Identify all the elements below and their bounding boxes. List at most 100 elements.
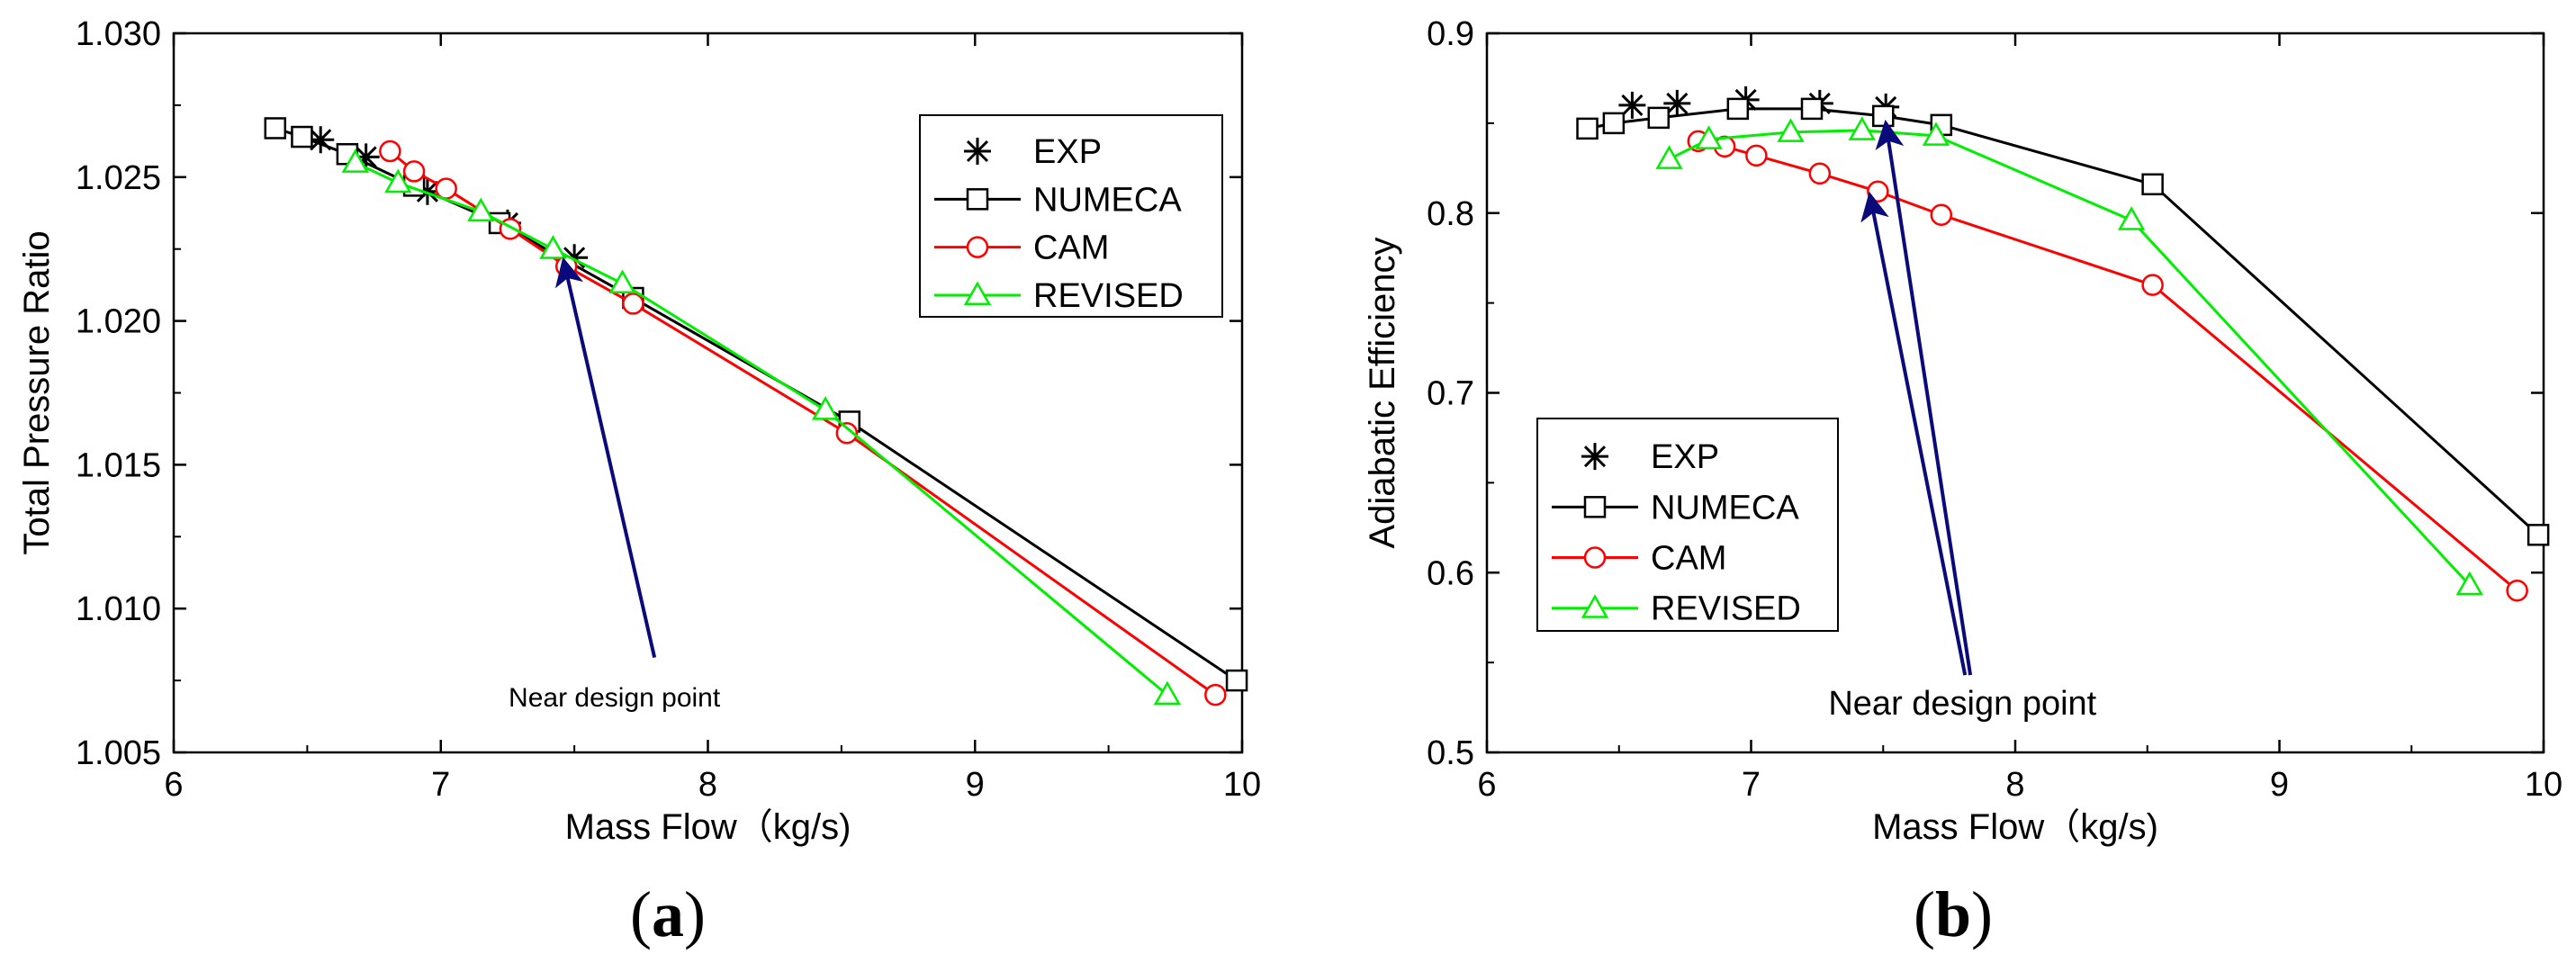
y-tick-label: 1.030: [76, 15, 161, 53]
panel-label: (a): [630, 878, 706, 950]
legend-label-exp: EXP: [1651, 438, 1719, 476]
panel-label-letter: a: [652, 878, 684, 950]
x-tick-label: 7: [1742, 766, 1761, 804]
legend-box: [919, 114, 1223, 318]
panel-b: 6 7 8 9 10 0.5 0.6 0.7 0.8 0.9 Mass Flow（kg/s) Adia…: [1363, 15, 2562, 950]
point-cam: [2141, 274, 2164, 296]
point-numeca: [2526, 524, 2550, 546]
legend-marker-revised: [1581, 594, 1609, 618]
legend-label-cam: CAM: [1033, 230, 1109, 267]
x-tick-label: 6: [164, 766, 183, 804]
panel-label-close: ): [1971, 878, 1993, 950]
point-revised: [2117, 206, 2146, 230]
panel-label-close: ): [684, 878, 706, 950]
legend-marker-cam: [1583, 546, 1607, 569]
point-numeca: [1800, 97, 1824, 121]
point-cam: [435, 177, 457, 200]
point-revised: [608, 269, 636, 294]
point-cam: [2506, 579, 2528, 602]
point-exp: [1618, 91, 1646, 119]
legend: EXP NUMECA CAM REVISED: [919, 114, 1223, 318]
point-revised: [811, 396, 840, 420]
legend-marker-exp: [1581, 443, 1608, 471]
point-cam: [622, 292, 644, 315]
point-revised: [539, 235, 567, 259]
point-numeca: [2141, 173, 2164, 196]
y-tick-label: 1.005: [76, 734, 161, 772]
point-cam: [1745, 144, 1768, 167]
point-revised: [1777, 118, 1805, 142]
panel-a: 6 7 8 9 10 1.005 1.010 1.015 1.020 1.025 1.030 Mass…: [17, 15, 1261, 950]
legend-marker-numeca: [966, 188, 989, 211]
point-revised: [1153, 680, 1182, 706]
legend-label-revised: REVISED: [1033, 277, 1184, 315]
point-revised: [2455, 571, 2483, 596]
annotation: Near design point: [1828, 119, 2097, 723]
annotation-text: Near design point: [1828, 685, 2096, 723]
annotation-text: Near design point: [509, 683, 721, 713]
point-revised: [467, 197, 495, 222]
x-tick-label: 6: [1477, 766, 1496, 804]
point-cam: [1204, 683, 1227, 706]
y-tick-label: 1.025: [76, 159, 161, 197]
legend: EXP NUMECA CAM REVISED: [1536, 418, 1839, 632]
point-cam: [379, 140, 401, 163]
panel-label: (b): [1914, 878, 1993, 950]
point-numeca: [291, 125, 313, 148]
annotation: Near design point: [509, 256, 721, 713]
x-axis-title: Mass Flow（kg/s): [1872, 807, 2158, 847]
point-exp: [1663, 89, 1691, 117]
legend-label-numeca: NUMECA: [1033, 181, 1182, 219]
x-axis-title: Mass Flow（kg/s): [565, 807, 851, 847]
annotation-arrow: [554, 256, 657, 658]
point-revised: [384, 168, 412, 194]
legend-marker-exp: [964, 138, 991, 165]
legend-label-revised: REVISED: [1651, 590, 1801, 628]
point-numeca: [1225, 669, 1248, 692]
x-tick-label: 10: [2525, 766, 2562, 804]
y-tick-label: 1.015: [76, 446, 161, 484]
point-numeca: [264, 117, 287, 140]
legend-label-exp: EXP: [1033, 133, 1102, 171]
annotation-arrow: [1860, 191, 1968, 676]
point-numeca: [1872, 104, 1895, 128]
y-tick-label: 0.8: [1427, 195, 1474, 233]
series-revised: [1655, 116, 2483, 596]
y-axis-title: Total Pressure Ratio: [17, 230, 57, 554]
point-revised: [1655, 145, 1683, 169]
panel-label-letter: b: [1935, 878, 1971, 950]
point-cam: [1930, 203, 1953, 226]
series-revised: [341, 148, 1182, 706]
annotation-arrow: [1875, 119, 1973, 676]
x-tick-label: 7: [431, 766, 450, 804]
x-tick-label: 8: [698, 766, 717, 804]
y-tick-label: 0.7: [1427, 375, 1474, 413]
x-tick-label: 8: [2005, 766, 2024, 804]
panel-label-open: (: [1914, 878, 1935, 950]
legend-label-numeca: NUMECA: [1651, 489, 1799, 526]
point-numeca: [1576, 117, 1599, 140]
legend-marker-cam: [966, 236, 989, 258]
point-revised: [1695, 125, 1723, 149]
legend-box: [1536, 418, 1839, 632]
x-tick-label: 9: [966, 766, 985, 804]
legend-marker-numeca: [1583, 496, 1607, 518]
y-tick-label: 0.5: [1427, 734, 1474, 772]
point-revised: [341, 148, 369, 173]
point-cam: [402, 160, 426, 183]
x-tick-label: 10: [1223, 766, 1261, 804]
y-tick-label: 1.010: [76, 590, 161, 628]
legend-label-cam: CAM: [1651, 540, 1726, 578]
legend-marker-revised: [963, 281, 992, 305]
point-numeca: [1647, 106, 1671, 130]
panel-label-open: (: [630, 878, 652, 950]
point-numeca: [1726, 97, 1750, 121]
point-revised: [1848, 116, 1876, 140]
x-tick-label: 9: [2270, 766, 2289, 804]
y-tick-label: 0.6: [1427, 554, 1474, 592]
point-numeca: [1602, 112, 1626, 135]
point-exp: [352, 143, 380, 171]
point-exp: [307, 126, 335, 154]
y-tick-label: 1.020: [76, 303, 161, 341]
